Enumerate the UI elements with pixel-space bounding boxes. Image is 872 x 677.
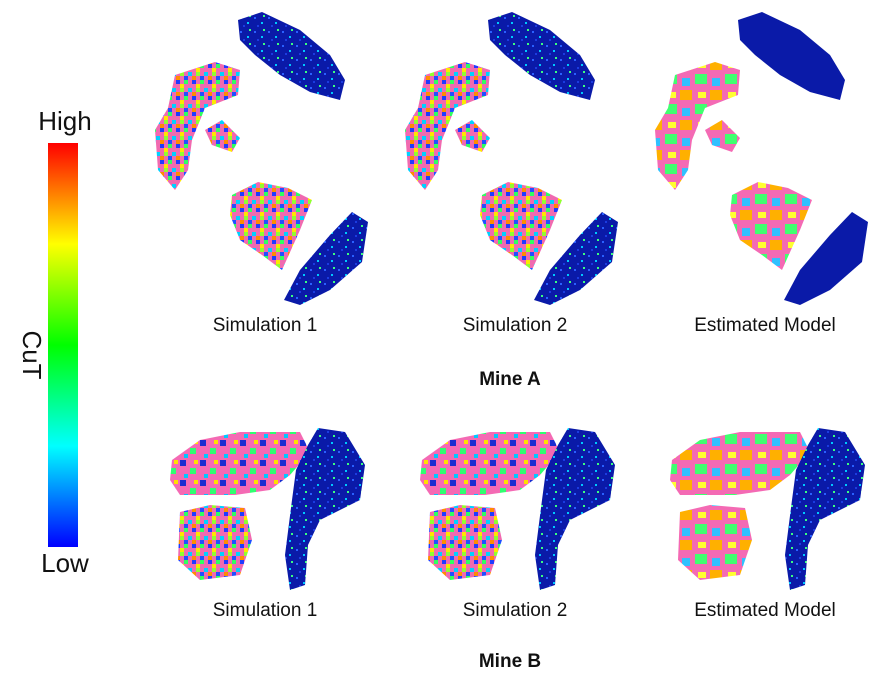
- panel-label: Estimated Model: [694, 600, 836, 621]
- colorbar-low: Low: [41, 548, 89, 578]
- panel-label: Simulation 1: [213, 315, 318, 336]
- map: [155, 12, 368, 305]
- colorbar: [48, 143, 78, 547]
- map: [670, 428, 865, 590]
- section-title: Mine B: [479, 651, 541, 672]
- colorbar-high: High: [38, 106, 91, 136]
- panel-label: Simulation 2: [463, 315, 568, 336]
- map: [405, 12, 618, 305]
- panel-label: Estimated Model: [694, 315, 836, 336]
- section-title: Mine A: [479, 369, 541, 390]
- map: [170, 428, 365, 590]
- panel-label: Simulation 1: [213, 600, 318, 621]
- figure: High Low CuT Simulation 1 Simulation 2 E…: [0, 0, 872, 677]
- panel-label: Simulation 2: [463, 600, 568, 621]
- map: [420, 428, 615, 590]
- colorbar-title: CuT: [17, 330, 47, 379]
- map: [655, 12, 868, 305]
